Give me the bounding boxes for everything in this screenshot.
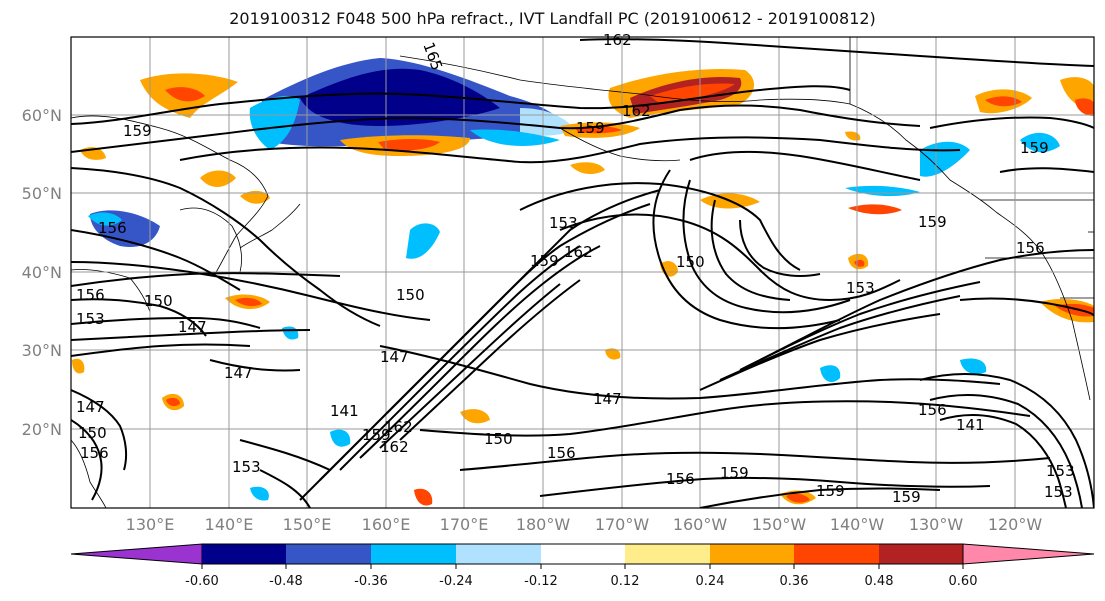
colorbar-tick-label: 0.60 <box>949 574 978 589</box>
contour-label: 147 <box>178 318 207 336</box>
latitude-labels: 60°N 50°N 40°N 30°N 20°N <box>22 106 62 439</box>
contour-label: 156 <box>76 286 105 304</box>
colorbar-tick-label: -0.36 <box>354 574 388 589</box>
lon-label: 180°W <box>516 515 571 534</box>
contour-label: 147 <box>593 390 622 408</box>
contour-label: 147 <box>76 398 105 416</box>
contour-label: 153 <box>1046 462 1075 480</box>
contour-label: 162 <box>384 418 413 436</box>
contour-label: 150 <box>144 292 173 310</box>
contour-label: 141 <box>330 402 359 420</box>
colorbar-tick-label: 0.48 <box>865 574 894 589</box>
contour-label: 159 <box>816 482 845 500</box>
lon-label: 170°E <box>440 515 489 534</box>
contour-label: 156 <box>98 219 127 237</box>
contour-label: 153 <box>846 279 875 297</box>
colorbar-tick-label: -0.48 <box>269 574 303 589</box>
lon-label: 130°W <box>909 515 964 534</box>
contour-label: 150 <box>78 424 107 442</box>
contour-label: 153 <box>76 310 105 328</box>
contour-label: 153 <box>1044 483 1073 501</box>
contour-label: 159 <box>576 119 605 137</box>
colorbar-segment <box>625 544 710 564</box>
refractivity-contours <box>71 38 1094 508</box>
colorbar-tick-label: 0.24 <box>696 574 725 589</box>
coastlines <box>71 37 1094 508</box>
contour-label: 141 <box>956 416 985 434</box>
contour-label: 162 <box>622 102 651 120</box>
colorbar-tick-label: 0.36 <box>780 574 809 589</box>
colorbar-tick-label: -0.24 <box>439 574 473 589</box>
lon-label: 130°E <box>126 515 175 534</box>
colorbar-segment <box>456 544 541 564</box>
colorbar-segment <box>794 544 879 564</box>
colorbar-segment <box>371 544 456 564</box>
lon-label: 140°E <box>205 515 254 534</box>
colorbar-high-extend <box>962 543 1095 565</box>
lat-label: 30°N <box>22 341 62 360</box>
contour-label: 159 <box>918 213 947 231</box>
colorbar-segment <box>710 544 794 564</box>
contour-label: 159 <box>123 122 152 140</box>
contour-label: 150 <box>676 253 705 271</box>
contour-labels: 162 165 159 159 162 159 159 156 156 153 … <box>76 31 1075 506</box>
contour-label: 159 <box>720 464 749 482</box>
colorbar-segment <box>286 544 371 564</box>
colorbar-segment <box>541 544 625 564</box>
lon-label: 160°E <box>362 515 411 534</box>
colorbar: -0.60 -0.48 -0.36 -0.24 -0.12 0.12 0.24 … <box>70 543 1095 589</box>
contour-label: 162 <box>603 31 632 49</box>
lon-label: 150°E <box>283 515 332 534</box>
colorbar-low-extend <box>70 543 203 565</box>
contour-label: 156 <box>547 444 576 462</box>
contour-label: 162 <box>564 243 593 261</box>
contour-label: 159 <box>362 426 391 444</box>
lon-label: 160°W <box>673 515 728 534</box>
contour-label: 159 <box>530 252 559 270</box>
colorbar-segment <box>879 544 963 564</box>
colorbar-tick-label: 0.12 <box>611 574 640 589</box>
contour-label: 162 <box>380 438 409 456</box>
contour-label: 147 <box>224 364 253 382</box>
map-title: 2019100312 F048 500 hPa refract., IVT La… <box>229 9 876 28</box>
colorbar-ticks <box>201 564 964 569</box>
lat-label: 40°N <box>22 263 62 282</box>
colorbar-tick-label: -0.60 <box>185 574 219 589</box>
contour-label: 156 <box>918 401 947 419</box>
shaded-anomaly-field <box>72 58 1094 506</box>
contour-label: 153 <box>549 214 578 232</box>
contour-label: 159 <box>1020 139 1049 157</box>
longitude-labels: 130°E 140°E 150°E 160°E 170°E 180°W 170°… <box>126 515 1043 534</box>
lon-label: 170°W <box>595 515 650 534</box>
contour-label: 156 <box>1016 239 1045 257</box>
colorbar-tick-label: -0.12 <box>524 574 558 589</box>
lat-label: 20°N <box>22 420 62 439</box>
colorbar-segment <box>202 544 286 564</box>
contour-label: 147 <box>380 348 409 366</box>
contour-label: 159 <box>892 488 921 506</box>
contour-label: 153 <box>232 458 261 476</box>
lon-label: 140°W <box>830 515 885 534</box>
contour-label: 150 <box>396 286 425 304</box>
contour-label: 156 <box>80 444 109 462</box>
lat-label: 60°N <box>22 106 62 125</box>
lon-label: 150°W <box>752 515 807 534</box>
lon-label: 120°W <box>988 515 1043 534</box>
contour-label: 150 <box>484 430 513 448</box>
map-frame <box>70 36 1095 509</box>
contour-label: 156 <box>666 470 695 488</box>
lat-label: 50°N <box>22 184 62 203</box>
